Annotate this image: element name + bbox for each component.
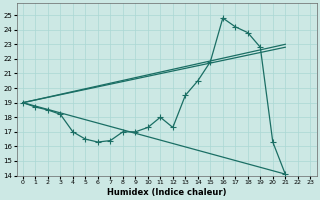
X-axis label: Humidex (Indice chaleur): Humidex (Indice chaleur) bbox=[107, 188, 226, 197]
